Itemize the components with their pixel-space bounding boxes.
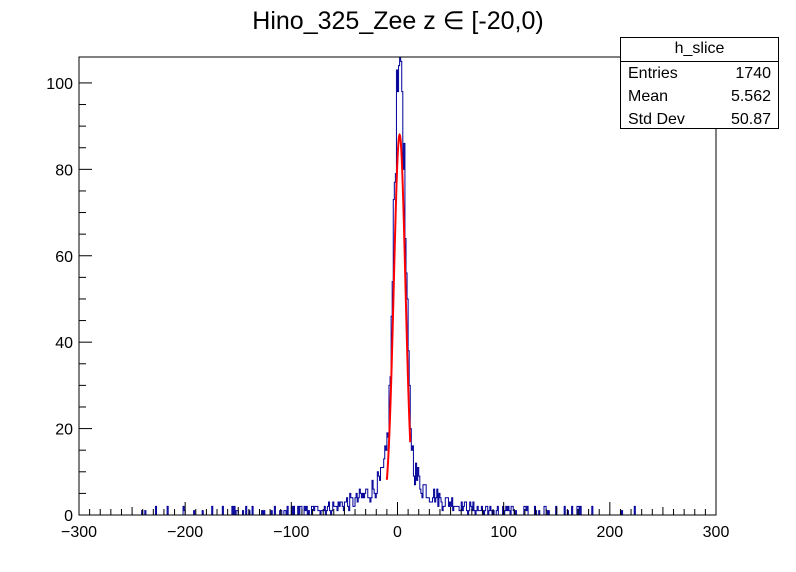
- x-tick-label: 200: [596, 524, 623, 541]
- x-tick-label: 0: [393, 524, 402, 541]
- y-tick-label: 80: [55, 162, 73, 179]
- chart-title: Hino_325_Zee z ∈ [-20,0): [252, 7, 544, 35]
- y-tick-label: 20: [55, 422, 73, 439]
- stats-row-stddev: Std Dev 50.87: [621, 108, 778, 131]
- y-tick-label: 100: [46, 76, 73, 93]
- stats-row-mean: Mean 5.562: [621, 85, 778, 108]
- y-tick-label: 40: [55, 335, 73, 352]
- stats-row-entries: Entries 1740: [621, 62, 778, 85]
- stats-value: 1740: [735, 65, 771, 82]
- y-tick-label: 0: [64, 508, 73, 525]
- x-tick-label: 300: [703, 524, 730, 541]
- x-tick-label: −300: [61, 524, 97, 541]
- stats-value: 5.562: [730, 88, 771, 105]
- x-tick-label: −100: [273, 524, 309, 541]
- stats-label: Mean: [628, 88, 669, 105]
- x-tick-label: −200: [167, 524, 203, 541]
- stats-label: Entries: [628, 65, 678, 82]
- fit-curve: [385, 132, 412, 480]
- y-tick-label: 60: [55, 249, 73, 266]
- stats-value: 50.87: [730, 111, 771, 128]
- stats-box-title: h_slice: [621, 38, 778, 62]
- stats-label: Std Dev: [628, 111, 685, 128]
- x-tick-label: 100: [490, 524, 517, 541]
- stats-box: h_slice Entries 1740 Mean 5.562 Std Dev …: [620, 37, 779, 129]
